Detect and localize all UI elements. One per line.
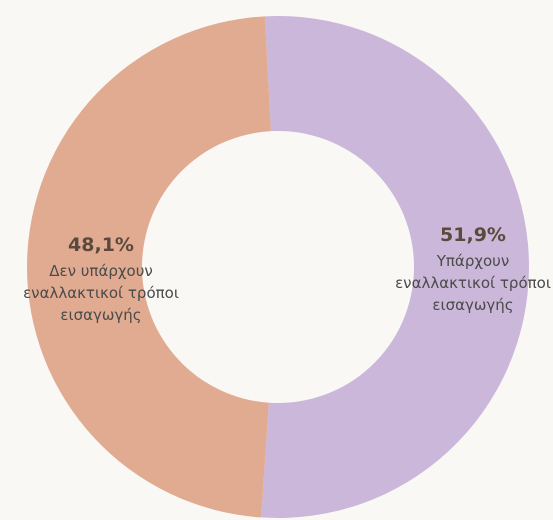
category-label: Δεν υπάρχουν εναλλακτικοί τρόποι εισαγωγ… [23,262,179,324]
slice-label: 48,1% Δεν υπάρχουν εναλλακτικοί τρόποι ει… [20,234,182,326]
slice-label: 51,9% Υπάρχουν εναλλακτικοί τρόποι εισαγω… [392,224,553,316]
value-label: 48,1% [68,234,134,256]
value-label: 51,9% [440,224,506,246]
donut-slice [26,16,271,518]
donut-slice [261,16,529,518]
category-label: Υπάρχουν εναλλακτικοί τρόποι εισαγωγής [395,252,551,314]
